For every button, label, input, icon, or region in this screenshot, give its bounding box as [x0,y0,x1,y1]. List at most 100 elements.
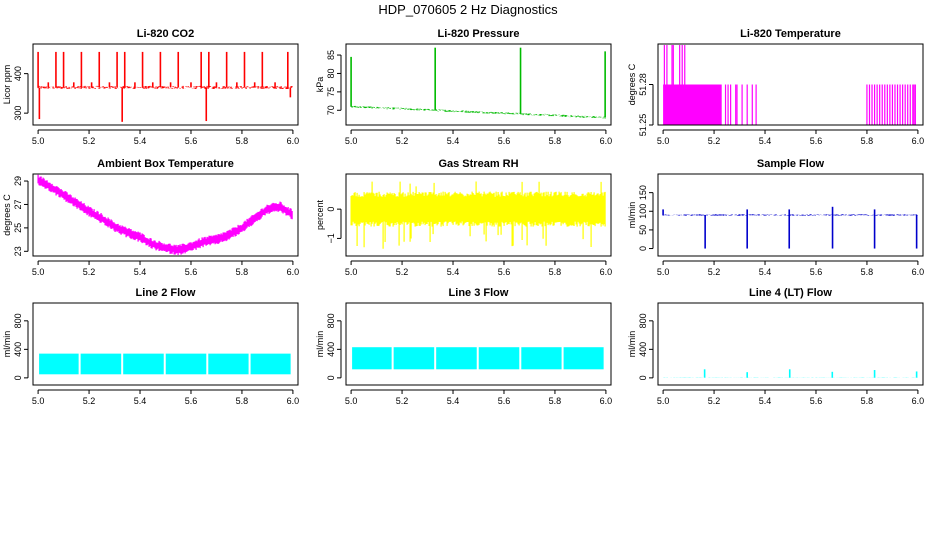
flow-block [563,347,604,370]
y-axis-label: degrees C [627,63,637,105]
plot-frame [345,43,612,126]
x-tick-label: 5.0 [345,396,358,406]
y-tick-label: 400 [326,342,336,357]
x-axis: 5.0 5.2 5.4 5.6 5.8 6.0 [32,389,300,406]
panel-title: Li-820 CO2 [137,28,194,40]
trace [37,85,293,90]
x-tick-label: 5.6 [810,136,823,146]
y-tick-label: 0 [638,246,648,251]
plot-frame [32,173,299,257]
y-axis-label: ml/min [627,331,637,358]
x-tick-label: 6.0 [287,136,300,146]
flow-block [39,353,79,375]
x-axis: 5.0 5.2 5.4 5.6 5.8 6.0 [657,389,925,406]
x-tick-label: 5.8 [549,267,562,277]
x-tick-label: 6.0 [287,396,300,406]
series-pressure [350,47,606,119]
x-tick-label: 5.8 [861,267,874,277]
x-tick-label: 5.6 [185,267,198,277]
x-tick-label: 6.0 [912,267,925,277]
x-tick-label: 6.0 [600,267,613,277]
panel-title: Sample Flow [757,158,825,170]
x-tick-label: 5.8 [861,396,874,406]
y-axis: 0 400 800 [638,313,654,380]
plot-frame [32,302,299,386]
y-tick-label: 400 [13,66,23,81]
series-co2 [37,51,293,122]
flow-block [123,353,164,375]
y-axis-label: percent [315,199,325,230]
x-tick-label: 5.6 [498,136,511,146]
x-tick-label: 5.0 [345,267,358,277]
x-tick-label: 5.8 [861,136,874,146]
x-tick-label: 5.4 [759,136,772,146]
y-tick-label: 300 [13,106,23,121]
x-tick-label: 5.6 [810,396,823,406]
x-tick-label: 5.6 [185,136,198,146]
x-axis: 5.0 5.2 5.4 5.6 5.8 6.0 [32,129,300,146]
y-tick-label: 0 [638,375,648,380]
y-axis-label: kPa [315,77,325,93]
flow-block [352,347,392,370]
y-tick-label: 25 [13,223,23,233]
x-axis: 5.0 5.2 5.4 5.6 5.8 6.0 [345,129,612,146]
x-tick-label: 5.2 [396,136,409,146]
panel-title: Ambient Box Temperature [97,158,234,170]
flow-block [80,353,122,375]
x-axis: 5.0 5.2 5.4 5.6 5.8 6.0 [345,260,613,277]
x-tick-label: 5.8 [549,136,562,146]
x-axis: 5.0 5.2 5.4 5.6 5.8 6.0 [657,260,925,277]
x-tick-label: 5.2 [708,267,721,277]
x-tick-label: 6.0 [912,136,925,146]
x-tick-label: 5.2 [83,396,96,406]
x-tick-label: 5.4 [134,396,147,406]
x-tick-label: 5.0 [657,136,670,146]
x-tick-label: 5.2 [83,267,96,277]
x-tick-label: 5.0 [657,396,670,406]
panel-title: Line 4 (LT) Flow [749,287,832,299]
x-tick-label: 6.0 [912,396,925,406]
y-axis-label: ml/min [2,331,12,358]
y-axis: 51.25 51.28 [638,73,654,137]
y-tick-label: 0 [326,375,336,380]
x-tick-label: 6.0 [287,267,300,277]
y-axis: 0 50 100 150 [638,185,654,251]
x-tick-label: 5.2 [708,136,721,146]
x-tick-label: 5.6 [185,396,198,406]
x-axis: 5.0 5.2 5.4 5.6 5.8 6.0 [345,389,612,406]
x-tick-label: 5.4 [134,136,147,146]
y-tick-label: 29 [13,176,23,186]
plot-frame [657,302,924,386]
y-tick-label: 51.25 [638,114,648,137]
series-line-3 [352,347,604,370]
flow-block [250,353,291,375]
series-line-2 [39,353,291,375]
panel-1: Li-820 CO2 Licor ppm 5.0 5.2 5.4 5.6 5.8 6.0 300… [2,28,299,146]
figure-title: HDP_070605 2 Hz Diagnostics [378,2,558,17]
x-tick-label: 5.0 [32,396,45,406]
x-tick-label: 5.0 [657,267,670,277]
panel-5: Gas Stream RH percent 5.0 5.2 5.4 5.6 5.8 6.0 −1… [315,158,612,277]
panel-9: Line 4 (LT) Flow ml/min 5.0 5.2 5.4 5.6 5.8 6.0… [627,287,924,406]
y-tick-label: 27 [13,199,23,209]
y-axis-label: degrees C [2,194,12,236]
y-axis: 300 400 [13,66,29,121]
panel-title: Line 2 Flow [136,287,196,299]
x-axis: 5.0 5.2 5.4 5.6 5.8 6.0 [657,129,925,146]
panel-title: Li-820 Temperature [740,28,841,40]
panel-8: Line 3 Flow ml/min 5.0 5.2 5.4 5.6 5.8 6.0 0 400 8… [315,287,612,406]
flow-block [436,347,477,370]
y-axis: 70 75 80 85 [326,50,342,115]
trace [350,181,606,249]
panel-6: Sample Flow ml/min 5.0 5.2 5.4 5.6 5.8 6.0 0 50 10… [627,158,924,277]
y-tick-label: 80 [326,68,336,78]
x-tick-label: 5.6 [498,267,511,277]
y-tick-label: 800 [638,313,648,328]
plot-frame [345,173,612,257]
plot-frame [657,173,924,257]
y-tick-label: 0 [326,207,336,212]
plot-frame [345,302,612,386]
